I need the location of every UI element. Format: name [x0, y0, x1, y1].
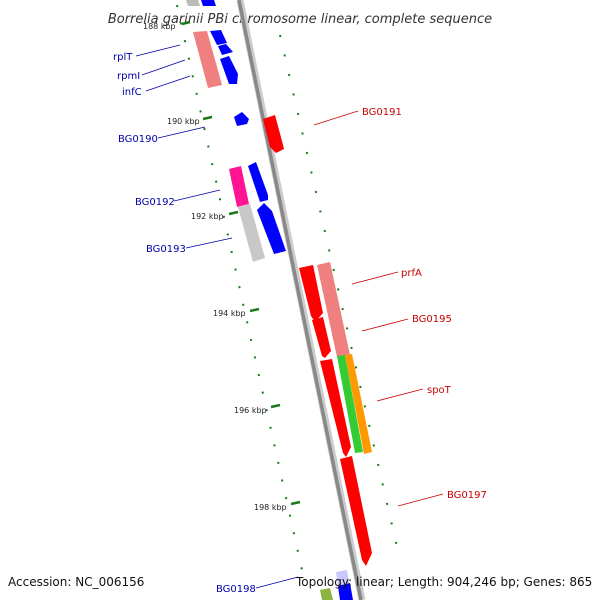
tick-mark	[181, 20, 191, 26]
feature-cluster-middle	[299, 262, 372, 566]
gene-label-rplT[interactable]: rplT	[113, 52, 133, 63]
left-ruler	[176, 4, 303, 571]
gene-label-BG0190[interactable]: BG0190	[118, 134, 158, 145]
forward-cds	[210, 30, 227, 45]
left-leaders	[135, 44, 299, 589]
green-feature	[337, 355, 363, 453]
forward-cds	[248, 162, 268, 202]
green-feature	[320, 588, 333, 600]
gene-label-BG0198[interactable]: BG0198	[216, 584, 256, 595]
accession-text: Accession: NC_006156	[8, 575, 144, 589]
forward-cds	[234, 112, 249, 126]
gene-label-BG0197[interactable]: BG0197	[447, 490, 487, 501]
major-ticks	[181, 20, 301, 506]
tick-mark	[202, 115, 213, 121]
map-title: Borrelia garinii PBi chromosome linear, …	[108, 12, 492, 27]
reverse-cds	[299, 265, 323, 322]
gene-label-infC[interactable]: infC	[122, 87, 142, 98]
orange-feature	[345, 354, 372, 454]
feature-block	[186, 0, 200, 6]
forward-cds	[257, 203, 286, 254]
forward-cds	[218, 44, 233, 55]
tick-mark	[228, 210, 239, 216]
gene-label-spoT[interactable]: spoT	[427, 385, 452, 396]
rna-feature	[317, 262, 350, 357]
gene-label-BG0195[interactable]: BG0195	[412, 314, 452, 325]
gray-feature	[238, 204, 265, 262]
magenta-feature	[229, 166, 249, 207]
reverse-cds	[263, 115, 284, 153]
feature-cluster-top	[186, 0, 286, 262]
reverse-cds	[340, 456, 372, 566]
forward-cds	[220, 56, 238, 84]
tick-label: 190 kbp	[167, 117, 200, 126]
reverse-cds	[320, 359, 351, 457]
rna-feature	[193, 31, 222, 88]
gene-label-BG0192[interactable]: BG0192	[135, 197, 175, 208]
reverse-cds	[312, 317, 331, 358]
right-leaders	[313, 110, 444, 507]
tick-label: 188 kbp	[143, 22, 176, 31]
tick-mark	[270, 403, 281, 409]
tick-mark	[290, 500, 301, 506]
tick-label: 198 kbp	[254, 503, 287, 512]
tick-mark	[249, 307, 260, 313]
gene-label-BG0193[interactable]: BG0193	[146, 244, 186, 255]
tick-label: 194 kbp	[213, 309, 246, 318]
tick-label: 192 kbp	[191, 212, 224, 221]
gene-label-BG0191[interactable]: BG0191	[362, 107, 402, 118]
forward-cds	[201, 0, 216, 6]
chromosome-backbone-line	[237, 0, 363, 600]
topology-text: Topology: linear; Length: 904,246 bp; Ge…	[295, 575, 592, 589]
tick-label: 196 kbp	[234, 406, 267, 415]
gene-label-prfA[interactable]: prfA	[401, 268, 422, 279]
feature-cluster-bottom	[320, 570, 353, 600]
forward-cds	[338, 583, 353, 600]
gene-label-rpmI[interactable]: rpmI	[117, 71, 140, 82]
